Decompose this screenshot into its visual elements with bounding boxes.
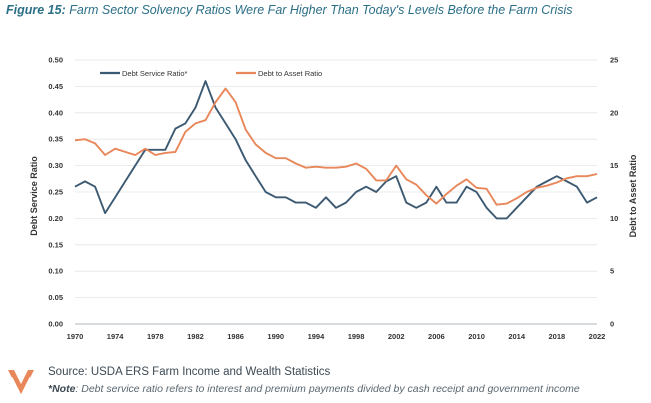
x-tick-label: 1986 [227,332,244,341]
x-tick-label: 2002 [388,332,405,341]
x-tick-label: 2010 [468,332,485,341]
source-text: Source: USDA ERS Farm Income and Wealth … [48,366,331,378]
y-axis-right-ticks: 0 5 10 15 20 25 [610,56,618,329]
y-tick-right-label: 25 [610,56,618,65]
figure-title: Figure 15: Farm Sector Solvency Ratios W… [6,3,646,17]
figure-title-text: Farm Sector Solvency Ratios Were Far Hig… [69,3,573,17]
y-tick-left-label: 0.45 [48,82,63,91]
y-tick-right-label: 10 [610,214,618,223]
y-tick-right-label: 5 [610,267,614,276]
note-body: : Debt service ratio refers to interest … [75,383,580,395]
y-axis-left-ticks: 0.00 0.05 0.10 0.15 0.20 0.25 0.30 0.35 0.40 0.45… [48,56,63,329]
x-tick-label: 1978 [147,332,164,341]
series-line-debt-service [74,80,598,220]
y-tick-left-label: 0.40 [48,108,63,117]
y-tick-right-label: 15 [610,161,618,170]
x-tick-label: 1974 [107,332,125,341]
x-tick-label: 1998 [348,332,365,341]
figure-label: Figure 15: [6,3,66,17]
y-tick-right-label: 0 [610,320,614,329]
x-axis-ticks: 1970 1974 1978 1982 1986 1990 1994 1998 2002 2006… [67,332,606,341]
x-tick-label: 1994 [308,332,326,341]
y-axis-right-label: Debt to Asset Ratio [628,154,638,237]
brand-logo-icon [8,370,34,398]
y-tick-left-label: 0.15 [48,240,63,249]
y-tick-left-label: 0.35 [48,135,63,144]
grid [75,59,597,325]
legend-label-debt-service: Debt Service Ratio* [122,69,188,78]
y-tick-left-label: 0.05 [48,293,63,302]
x-tick-label: 2022 [589,332,606,341]
x-tick-label: 2018 [549,332,566,341]
x-tick-label: 2014 [508,332,526,341]
x-tick-label: 1990 [267,332,284,341]
y-tick-left-label: 0.25 [48,188,63,197]
y-tick-right-label: 20 [610,108,618,117]
y-tick-left-label: 0.30 [48,161,63,170]
x-tick-label: 1970 [67,332,84,341]
x-tick-label: 2006 [428,332,445,341]
legend-label-debt-to-asset: Debt to Asset Ratio [258,69,322,78]
y-tick-left-label: 0.10 [48,267,63,276]
y-axis-left-label: Debt Service Ratio [29,156,39,236]
x-tick-label: 1982 [187,332,204,341]
legend: Debt Service Ratio* Debt to Asset Ratio [100,69,322,78]
series-line-debt-to-asset [74,87,598,206]
y-tick-left-label: 0.00 [48,320,63,329]
y-tick-left-label: 0.50 [48,56,63,65]
chart: 0.00 0.05 0.10 0.15 0.20 0.25 0.30 0.35 0.40 0.45… [29,56,638,342]
y-tick-left-label: 0.20 [48,214,63,223]
note-label: *Note [48,383,76,395]
series-group [74,80,598,220]
note-text: *Note: Debt service ratio refers to inte… [48,383,646,395]
